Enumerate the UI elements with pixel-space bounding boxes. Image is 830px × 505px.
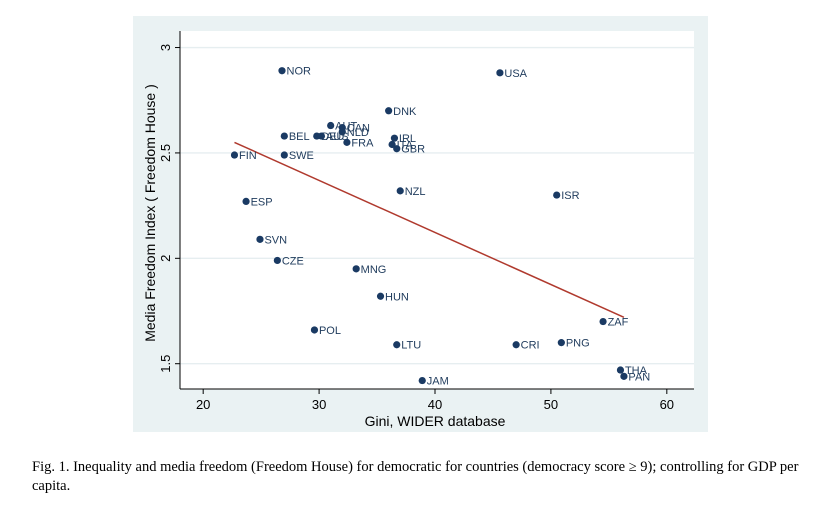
point-label-nzl: NZL <box>405 186 426 198</box>
y-tick-label-2: 2.5 <box>158 144 173 162</box>
point-label-ltu: LTU <box>401 340 421 352</box>
x-tick-label-0: 20 <box>196 397 210 412</box>
point-cri <box>512 341 520 349</box>
point-label-png: PNG <box>566 338 590 350</box>
point-label-hun: HUN <box>385 291 409 303</box>
point-hun <box>376 292 385 300</box>
point-gbr <box>393 145 401 153</box>
point-nor <box>278 67 286 75</box>
x-tick-label-3: 50 <box>544 397 558 412</box>
x-tick-label-4: 60 <box>660 397 674 412</box>
point-svn <box>256 235 264 243</box>
point-label-aus: AUS <box>326 131 349 143</box>
y-axis-title: Media Freedom Index ( Freedom House ) <box>142 84 158 342</box>
point-label-deu: DEU <box>321 131 344 143</box>
point-label-fra: FRA <box>351 137 374 149</box>
point-mng <box>352 265 360 273</box>
point-fin <box>230 151 239 159</box>
point-nzl <box>396 187 404 195</box>
point-label-nor: NOR <box>287 66 312 78</box>
point-label-jam: JAM <box>427 376 449 388</box>
point-label-tha: THA <box>625 365 648 377</box>
point-swe <box>280 151 288 159</box>
point-nld <box>338 128 346 136</box>
point-label-pol: POL <box>319 325 341 337</box>
point-label-esp: ESP <box>251 196 273 208</box>
x-tick-label-2: 40 <box>428 397 442 412</box>
point-label-fin: FIN <box>239 150 257 162</box>
point-label-cze: CZE <box>282 255 304 267</box>
point-usa <box>496 69 504 77</box>
point-ita <box>388 140 396 149</box>
scatter-plot: 20 30 40 50 60 1.5 2 2.5 3 Gini, WIDER database Me… <box>142 31 694 429</box>
x-axis-title: Gini, WIDER database <box>365 413 506 429</box>
point-esp <box>242 197 250 206</box>
point-label-irl: IRL <box>399 133 416 145</box>
point-label-bel: BEL <box>289 131 310 143</box>
point-label-dnk: DNK <box>393 106 417 118</box>
chart-panel: 20 30 40 50 60 1.5 2 2.5 3 Gini, WIDER database Me… <box>133 16 708 432</box>
point-aus <box>317 132 326 140</box>
y-tick-label-1: 2 <box>158 255 173 262</box>
y-tick-label-0: 1.5 <box>158 355 173 373</box>
point-aut <box>327 121 335 130</box>
point-ltu <box>393 341 401 349</box>
point-tha <box>616 366 625 374</box>
point-label-can: CAN <box>347 123 370 135</box>
point-png <box>557 339 565 347</box>
point-label-usa: USA <box>504 68 527 80</box>
point-dnk <box>385 107 393 115</box>
fit-line <box>234 141 625 319</box>
point-jam <box>418 376 426 385</box>
point-label-nld: NLD <box>347 127 369 139</box>
point-zaf <box>599 317 607 326</box>
point-isr <box>553 191 561 199</box>
point-bel <box>280 132 288 140</box>
plot-area <box>180 31 694 389</box>
y-tick-label-3: 3 <box>158 44 173 51</box>
figure-caption: Fig. 1. Inequality and media freedom (Fr… <box>32 459 799 494</box>
point-label-ita: ITA <box>397 139 414 151</box>
x-tick-label-1: 30 <box>312 397 326 412</box>
point-label-pan: PAN <box>628 371 650 383</box>
point-label-gbr: GBR <box>401 144 425 156</box>
point-fra <box>343 138 351 146</box>
point-irl <box>390 134 399 142</box>
point-cze <box>273 256 281 265</box>
point-label-svn: SVN <box>264 234 287 246</box>
point-label-mng: MNG <box>361 264 387 276</box>
point-pan <box>620 372 628 380</box>
point-pol <box>310 326 319 334</box>
point-label-isr: ISR <box>561 190 579 202</box>
point-label-cri: CRI <box>521 340 540 352</box>
point-label-zaf: ZAF <box>608 317 629 329</box>
point-label-swe: SWE <box>289 150 314 162</box>
